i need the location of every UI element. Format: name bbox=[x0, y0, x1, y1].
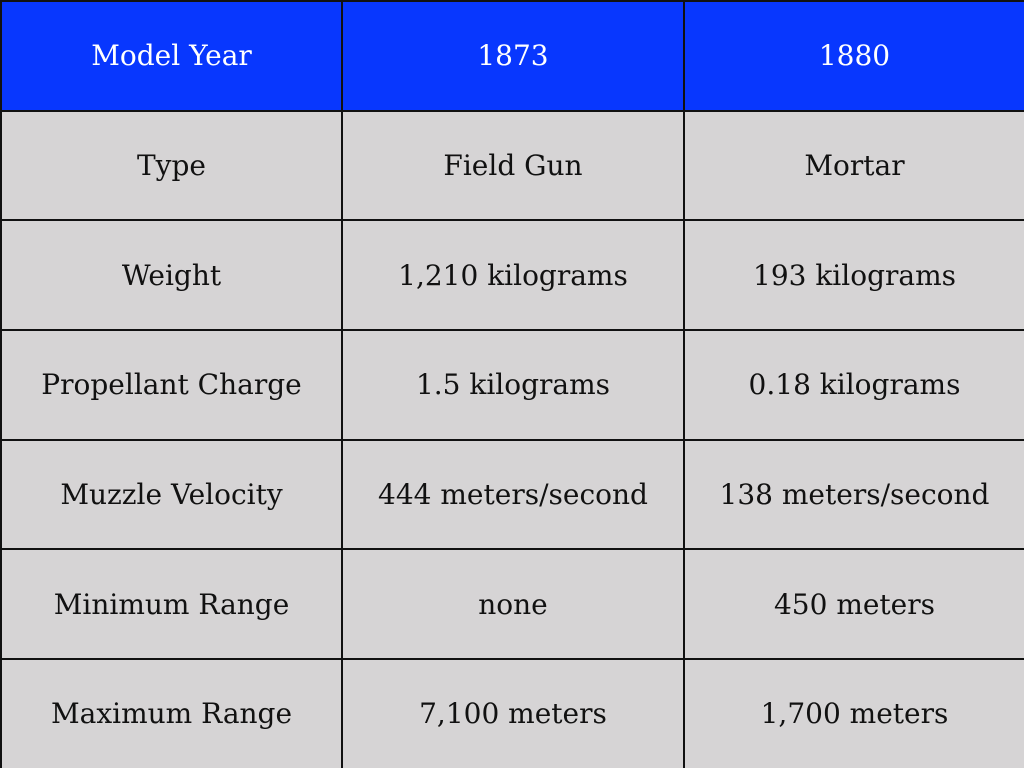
row-label: Minimum Range bbox=[0, 548, 343, 661]
header-cell-label: Model Year bbox=[0, 0, 343, 112]
table-cell: 7,100 meters bbox=[341, 658, 685, 768]
table-cell: 450 meters bbox=[683, 548, 1024, 661]
table-cell: 0.18 kilograms bbox=[683, 329, 1024, 441]
table-cell: 1,700 meters bbox=[683, 658, 1024, 768]
header-cell-1880: 1880 bbox=[683, 0, 1024, 112]
table-cell: none bbox=[341, 548, 685, 661]
row-label: Maximum Range bbox=[0, 658, 343, 768]
row-label: Type bbox=[0, 109, 343, 222]
table-cell: 138 meters/second bbox=[683, 438, 1024, 551]
table-cell: Mortar bbox=[683, 109, 1024, 222]
table-header-row: Model Year 1873 1880 bbox=[0, 0, 1024, 112]
table-cell: 444 meters/second bbox=[341, 438, 685, 551]
row-label: Muzzle Velocity bbox=[0, 438, 343, 551]
table-row-minimum-range: Minimum Range none 450 meters bbox=[0, 548, 1024, 661]
row-label: Weight bbox=[0, 219, 343, 332]
table-row-weight: Weight 1,210 kilograms 193 kilograms bbox=[0, 219, 1024, 332]
table-cell: 193 kilograms bbox=[683, 219, 1024, 332]
table-cell: Field Gun bbox=[341, 109, 685, 222]
table-row-maximum-range: Maximum Range 7,100 meters 1,700 meters bbox=[0, 658, 1024, 768]
row-label: Propellant Charge bbox=[0, 329, 343, 441]
table-row-type: Type Field Gun Mortar bbox=[0, 109, 1024, 222]
table-cell: 1.5 kilograms bbox=[341, 329, 685, 441]
table-row-propellant-charge: Propellant Charge 1.5 kilograms 0.18 kil… bbox=[0, 329, 1024, 441]
table-cell: 1,210 kilograms bbox=[341, 219, 685, 332]
header-cell-1873: 1873 bbox=[341, 0, 685, 112]
table-row-muzzle-velocity: Muzzle Velocity 444 meters/second 138 me… bbox=[0, 438, 1024, 551]
